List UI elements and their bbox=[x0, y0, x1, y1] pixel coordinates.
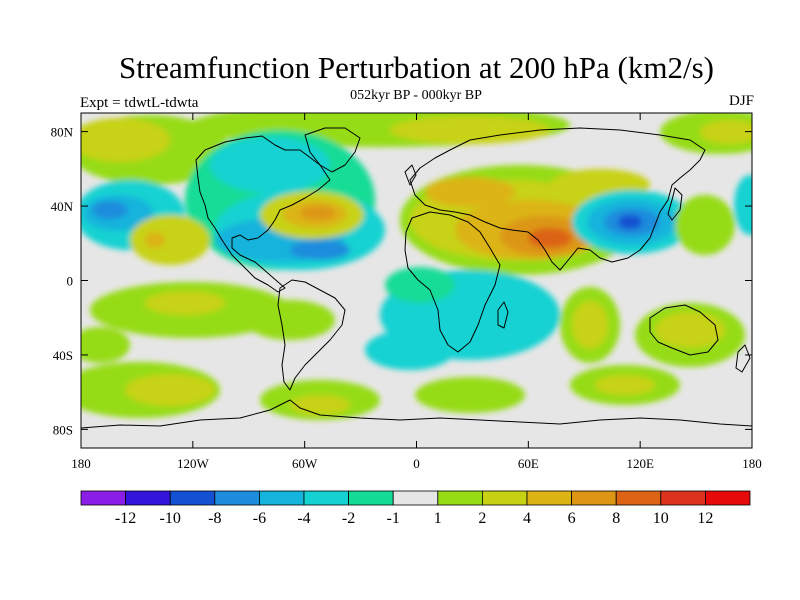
colorbar: -12 -10 -8 -6 -4 -2 -1 1 2 4 6 8 10 12 bbox=[80, 490, 751, 527]
anomaly-region bbox=[130, 215, 210, 265]
anomaly-region bbox=[734, 175, 752, 235]
anomaly-region bbox=[81, 327, 130, 363]
chart-subtitle: 052kyr BP - 000kyr BP bbox=[350, 88, 482, 103]
colorbar-label: -4 bbox=[297, 510, 310, 527]
anomaly-region bbox=[528, 228, 572, 248]
colorbar-swatch bbox=[571, 490, 617, 506]
x-tick-label: 120E bbox=[626, 456, 654, 471]
north-america-coastline bbox=[195, 135, 331, 293]
colorbar-label: 6 bbox=[568, 510, 576, 527]
anomaly-region bbox=[572, 301, 608, 349]
anomaly-region bbox=[425, 177, 515, 207]
eurasia-coastline bbox=[409, 127, 706, 271]
madagascar-coastline bbox=[497, 301, 509, 329]
colorbar-swatch bbox=[705, 490, 751, 506]
colorbar-label: 2 bbox=[478, 510, 486, 527]
anomaly-region bbox=[700, 120, 752, 144]
greenland-coastline bbox=[304, 127, 361, 173]
colorbar-label: -6 bbox=[253, 510, 266, 527]
new-zealand-coastline bbox=[735, 344, 751, 373]
anomaly-region bbox=[290, 240, 350, 260]
colorbar-swatch bbox=[481, 490, 528, 506]
colorbar-label: 10 bbox=[653, 510, 669, 527]
colorbar-swatch bbox=[125, 490, 171, 506]
anomaly-region bbox=[618, 215, 642, 229]
colorbar-label: -12 bbox=[115, 510, 136, 527]
season-label: DJF bbox=[728, 93, 754, 109]
antarctica-coastline bbox=[81, 399, 752, 429]
colorbar-swatch bbox=[169, 490, 216, 506]
anomaly-region bbox=[415, 377, 525, 413]
chart-title: Streamfunction Perturbation at 200 hPa (… bbox=[119, 50, 714, 85]
south-america-coastline bbox=[277, 279, 346, 391]
contour-field bbox=[81, 113, 752, 420]
anomaly-region bbox=[655, 312, 725, 348]
anomaly-region bbox=[81, 118, 170, 162]
x-tick-label: 60W bbox=[292, 456, 318, 471]
y-tick-label: 40N bbox=[51, 199, 74, 214]
anomaly-region bbox=[210, 137, 330, 193]
colorbar-swatch bbox=[214, 490, 260, 506]
africa-coastline bbox=[404, 211, 501, 353]
x-tick-label: 0 bbox=[413, 456, 420, 471]
british-isles-coastline bbox=[404, 164, 417, 186]
axis-ticks: 180 120W 60W 0 60E 120E 180 80N 40N 0 40S 80S bbox=[51, 113, 762, 471]
anomaly-region bbox=[595, 375, 655, 395]
anomaly-region bbox=[390, 116, 550, 144]
experiment-label: Expt = tdwtL-tdwta bbox=[80, 95, 199, 111]
colorbar-label: -10 bbox=[160, 510, 181, 527]
australia-coastline bbox=[649, 304, 719, 356]
colorbar-label: 12 bbox=[697, 510, 713, 527]
colorbar-label: 4 bbox=[523, 510, 531, 527]
anomaly-region bbox=[675, 195, 735, 255]
colorbar-swatch bbox=[258, 490, 305, 506]
anomaly-region bbox=[365, 330, 455, 370]
anomaly-region bbox=[245, 300, 335, 340]
colorbar-swatch bbox=[615, 490, 662, 506]
x-tick-label: 180 bbox=[71, 456, 91, 471]
anomaly-region bbox=[385, 267, 455, 303]
colorbar-label: -8 bbox=[208, 510, 221, 527]
x-tick-label: 180 bbox=[742, 456, 762, 471]
anomaly-region bbox=[300, 206, 336, 220]
anomaly-region bbox=[125, 374, 215, 406]
japan-coastline bbox=[667, 187, 683, 221]
x-tick-label: 60E bbox=[518, 456, 539, 471]
y-tick-label: 0 bbox=[67, 274, 74, 289]
anomaly-region bbox=[145, 232, 165, 248]
colorbar-swatch bbox=[392, 490, 439, 506]
colorbar-swatch bbox=[660, 490, 706, 506]
colorbar-swatch bbox=[348, 490, 394, 506]
colorbar-label: -1 bbox=[387, 510, 400, 527]
colorbar-swatch bbox=[437, 490, 483, 506]
anomaly-region bbox=[290, 395, 350, 415]
anomaly-region bbox=[145, 291, 225, 315]
y-tick-label: 80S bbox=[53, 422, 73, 437]
x-tick-label: 120W bbox=[177, 456, 210, 471]
colorbar-label: 1 bbox=[434, 510, 442, 527]
y-tick-label: 80N bbox=[51, 125, 74, 140]
colorbar-label: 8 bbox=[612, 510, 620, 527]
colorbar-swatch bbox=[526, 490, 572, 506]
colorbar-swatch bbox=[80, 490, 126, 506]
colorbar-label: -2 bbox=[342, 510, 355, 527]
y-tick-label: 40S bbox=[53, 348, 73, 363]
anomaly-region bbox=[92, 201, 128, 219]
colorbar-swatch bbox=[303, 490, 349, 506]
coastlines bbox=[81, 127, 752, 429]
